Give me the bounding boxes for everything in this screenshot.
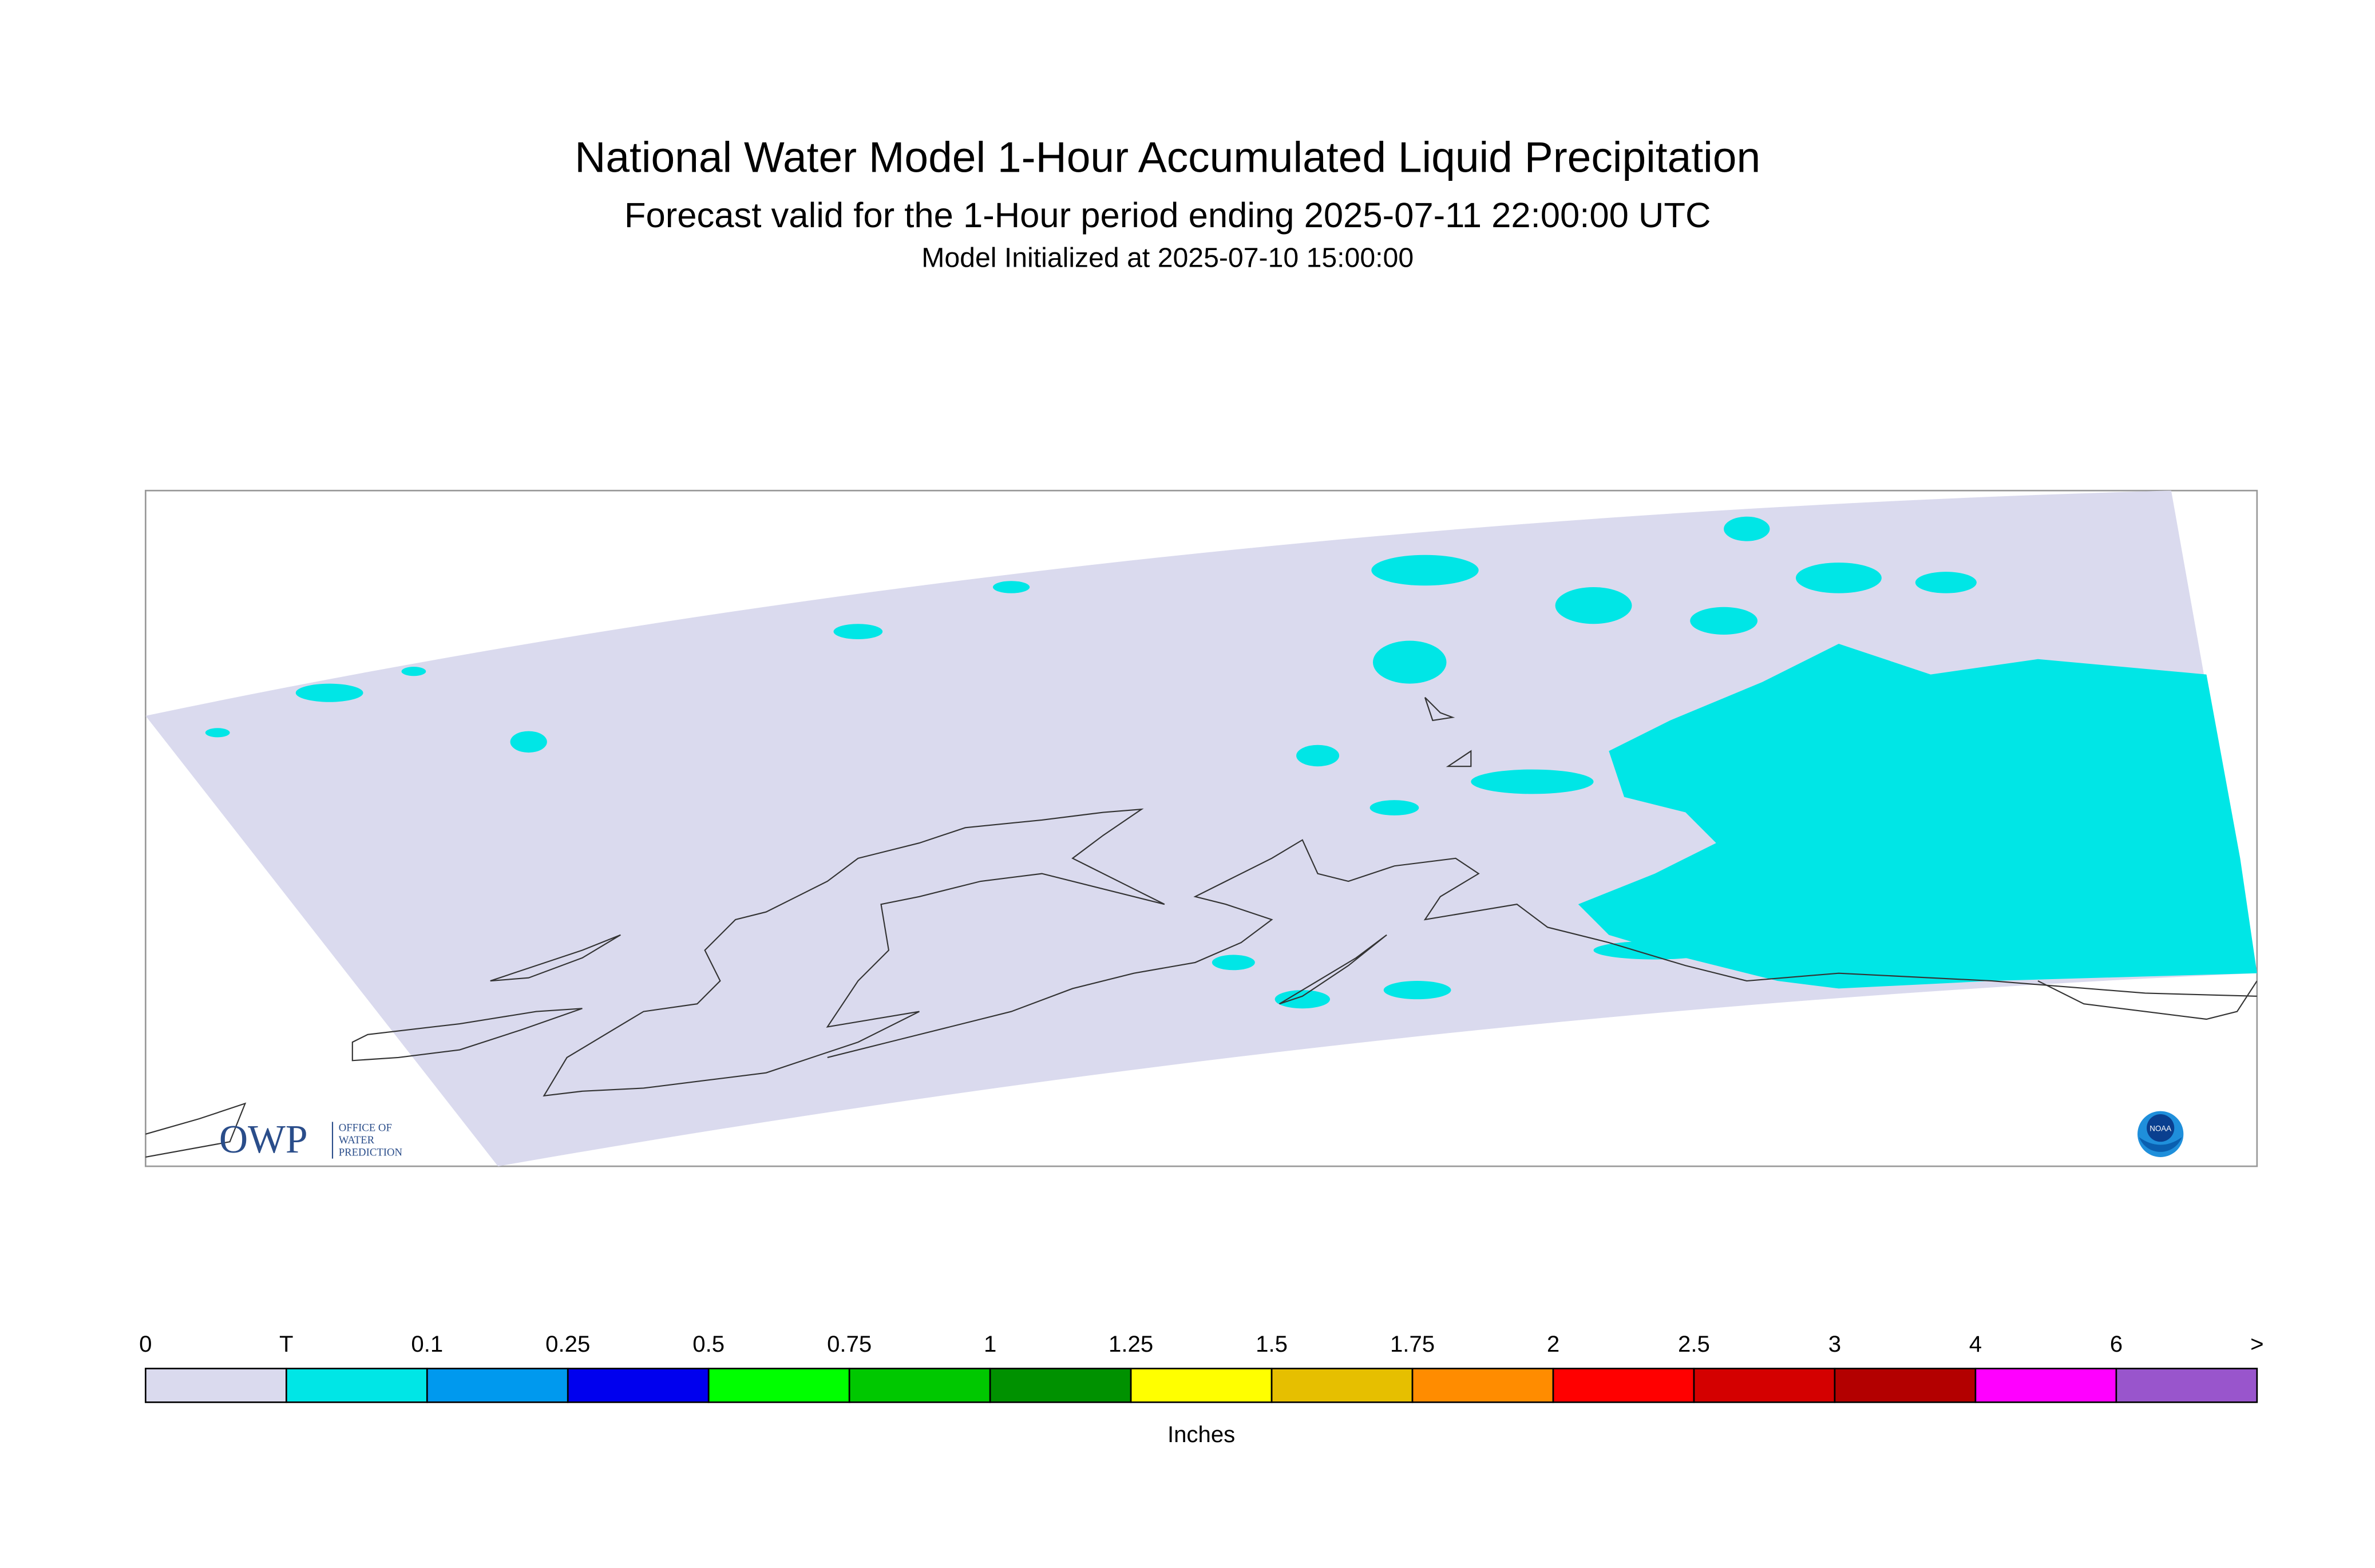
colorbar-bin xyxy=(1130,1368,1273,1403)
owp-logo-line: WATER xyxy=(339,1134,375,1146)
colorbar-label: 1.5 xyxy=(1256,1331,1288,1357)
colorbar-bin xyxy=(1270,1368,1414,1403)
colorbar-label: 3 xyxy=(1828,1331,1841,1357)
colorbar-label: 2.5 xyxy=(1678,1331,1710,1357)
colorbar-label: 6 xyxy=(2110,1331,2123,1357)
owp-logo-line: PREDICTION xyxy=(339,1146,403,1158)
coastlines xyxy=(145,696,2257,1158)
subtitle: Forecast valid for the 1-Hour period end… xyxy=(624,196,1711,235)
owp-logo-text: OWP xyxy=(219,1118,308,1162)
colorbar-unit: Inches xyxy=(1167,1422,1235,1447)
colorbar-label: 0.5 xyxy=(692,1331,725,1357)
colorbar-bin xyxy=(285,1368,428,1403)
colorbar-label: 0.25 xyxy=(545,1331,590,1357)
colorbar-label: 0.75 xyxy=(827,1331,872,1357)
colorbar-bin xyxy=(1693,1368,1836,1403)
colorbar-bin xyxy=(1411,1368,1554,1403)
noaa-logo-text: NOAA xyxy=(2150,1124,2171,1133)
colorbar-label: 2 xyxy=(1547,1331,1559,1357)
colorbar-bin xyxy=(707,1368,850,1403)
colorbar-bin xyxy=(1552,1368,1695,1403)
title: National Water Model 1-Hour Accumulated … xyxy=(575,133,1760,181)
colorbar-label: 0.1 xyxy=(411,1331,443,1357)
colorbar-label: T xyxy=(279,1331,294,1357)
owp-logo: OWP OFFICE OF WATER PREDICTION xyxy=(219,1118,403,1162)
colorbar-bin xyxy=(1974,1368,2117,1403)
colorbar-label: 4 xyxy=(1969,1331,1982,1357)
colorbar-bin xyxy=(848,1368,991,1403)
colorbar-bin xyxy=(989,1368,1132,1403)
colorbar-label: 1.25 xyxy=(1109,1331,1153,1357)
owp-logo-line: OFFICE OF xyxy=(339,1122,392,1134)
init-time: Model Initialized at 2025-07-10 15:00:00 xyxy=(921,242,1414,273)
model-domain xyxy=(145,490,2257,1167)
colorbar-bin xyxy=(2115,1368,2258,1403)
colorbar: 0 T 0.1 0.25 0.5 0.75 1 1.25 1.5 1.75 2 2.5 3 4 6 > xyxy=(139,1331,2264,1403)
colorbar-bin xyxy=(426,1368,569,1403)
colorbar-label: > xyxy=(2250,1331,2263,1357)
noaa-logo: NOAA xyxy=(2138,1111,2184,1157)
colorbar-bin xyxy=(1834,1368,1977,1403)
colorbar-label: 0 xyxy=(139,1331,152,1357)
colorbar-bin xyxy=(145,1368,287,1403)
colorbar-bin xyxy=(567,1368,710,1403)
precip-areas xyxy=(205,516,2257,1009)
colorbar-label: 1 xyxy=(984,1331,996,1357)
colorbar-label: 1.75 xyxy=(1390,1331,1435,1357)
map: OWP OFFICE OF WATER PREDICTION NOAA xyxy=(145,489,2258,1167)
